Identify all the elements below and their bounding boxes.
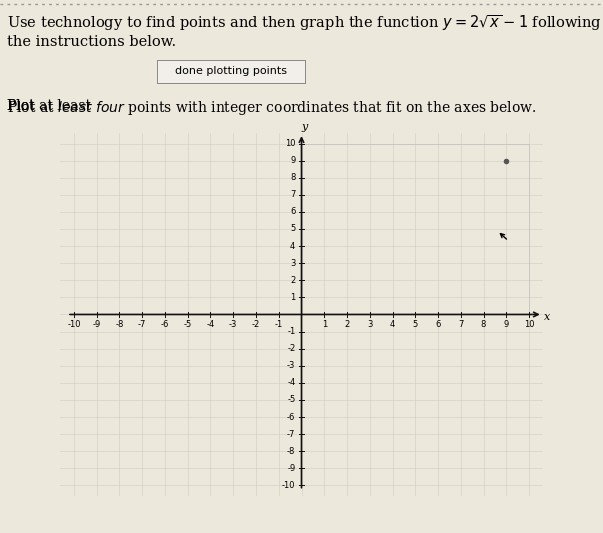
Text: 5: 5 xyxy=(290,224,295,233)
Text: y: y xyxy=(302,123,308,132)
Text: -10: -10 xyxy=(67,320,81,329)
Text: 10: 10 xyxy=(285,139,295,148)
Text: -2: -2 xyxy=(252,320,260,329)
Text: 1: 1 xyxy=(321,320,327,329)
Text: 7: 7 xyxy=(458,320,464,329)
Text: -10: -10 xyxy=(282,481,295,490)
Text: 6: 6 xyxy=(290,207,295,216)
Text: x: x xyxy=(544,312,550,322)
Text: Plot at $\mathit{least}$ $\mathit{four}$ points with integer coordinates that fi: Plot at $\mathit{least}$ $\mathit{four}$… xyxy=(7,99,537,117)
Text: -3: -3 xyxy=(287,361,295,370)
Text: -6: -6 xyxy=(161,320,169,329)
Text: Use technology to find points and then graph the function $y = 2\sqrt{x} - 1$ fo: Use technology to find points and then g… xyxy=(7,13,602,33)
Text: -8: -8 xyxy=(115,320,124,329)
Text: 9: 9 xyxy=(290,156,295,165)
Text: -2: -2 xyxy=(287,344,295,353)
Text: -9: -9 xyxy=(93,320,101,329)
Text: 4: 4 xyxy=(290,241,295,251)
Text: -9: -9 xyxy=(287,464,295,473)
Text: -5: -5 xyxy=(287,395,295,405)
Text: 10: 10 xyxy=(524,320,534,329)
Text: 1: 1 xyxy=(290,293,295,302)
Text: -3: -3 xyxy=(229,320,238,329)
Text: done plotting points: done plotting points xyxy=(175,67,286,76)
Text: 3: 3 xyxy=(367,320,373,329)
Text: 8: 8 xyxy=(481,320,486,329)
Text: 5: 5 xyxy=(412,320,418,329)
Text: 9: 9 xyxy=(504,320,509,329)
Text: 2: 2 xyxy=(344,320,350,329)
Text: 7: 7 xyxy=(290,190,295,199)
Text: -7: -7 xyxy=(287,430,295,439)
Text: Plot at least: Plot at least xyxy=(7,99,96,112)
Text: Plot: Plot xyxy=(7,99,39,112)
Text: -4: -4 xyxy=(287,378,295,387)
Text: -5: -5 xyxy=(183,320,192,329)
Text: -1: -1 xyxy=(274,320,283,329)
Text: 6: 6 xyxy=(435,320,441,329)
Text: the instructions below.: the instructions below. xyxy=(7,35,176,49)
Text: -7: -7 xyxy=(138,320,147,329)
Text: -4: -4 xyxy=(206,320,215,329)
Text: -1: -1 xyxy=(287,327,295,336)
Text: 2: 2 xyxy=(290,276,295,285)
Text: 8: 8 xyxy=(290,173,295,182)
Text: 3: 3 xyxy=(290,259,295,268)
Bar xyxy=(302,143,529,314)
Text: 4: 4 xyxy=(390,320,395,329)
Text: -6: -6 xyxy=(287,413,295,422)
Text: -8: -8 xyxy=(287,447,295,456)
